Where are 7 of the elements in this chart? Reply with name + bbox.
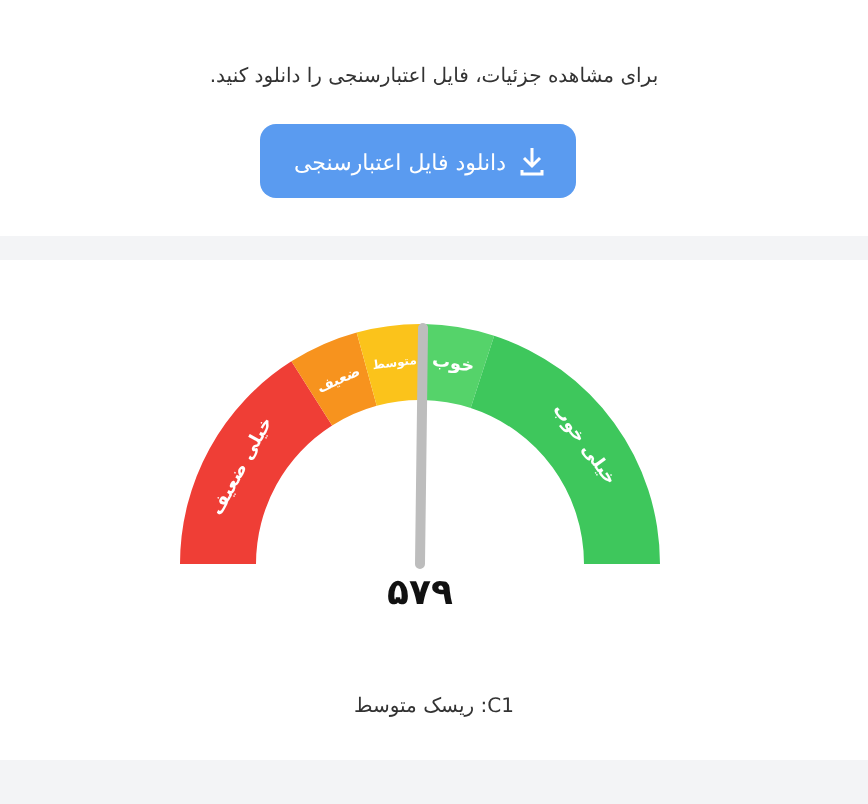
slice-label: خیلی خوب <box>547 401 620 490</box>
slice-label: خوب <box>430 351 476 379</box>
text: برای مشاهده جزئیات، فایل اعتبارسنجی را دانلود کنید. <box>209 66 659 88</box>
text: C1: ریسک متوسط <box>354 696 514 718</box>
text: ۵۷۹ <box>387 572 453 614</box>
button: دانلود فایل اعتبارسنجی <box>260 124 576 198</box>
slice-label: خیلی ضعیف <box>208 414 278 520</box>
